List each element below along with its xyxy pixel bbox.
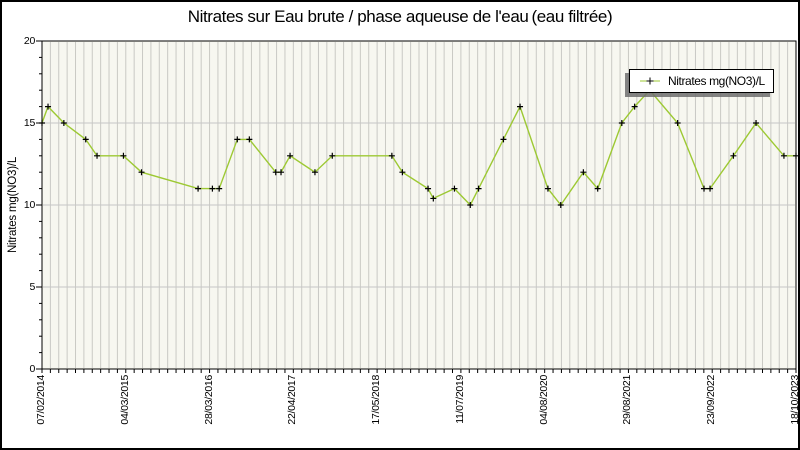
y-tick-label: 20 <box>23 34 35 47</box>
nitrates-line <box>41 89 796 207</box>
legend-line-marker-icon <box>640 77 660 85</box>
data-point-markers <box>39 87 799 208</box>
y-axis-ticks <box>36 40 42 370</box>
data-point <box>674 120 681 126</box>
data-point <box>701 185 708 192</box>
data-point <box>517 103 524 110</box>
data-point <box>475 185 482 192</box>
data-point <box>138 169 145 176</box>
data-point <box>287 152 294 159</box>
data-point <box>430 195 437 202</box>
data-point <box>329 152 336 159</box>
data-point <box>425 185 432 192</box>
x-tick-label: 11/07/2019 <box>453 375 466 424</box>
data-point <box>209 185 216 192</box>
data-point <box>594 185 601 192</box>
y-tick-label: 0 <box>29 362 35 375</box>
data-point <box>388 152 395 159</box>
x-tick-label: 29/08/2021 <box>621 375 634 425</box>
data-point <box>45 103 52 110</box>
data-point <box>60 120 67 126</box>
x-tick-label: 04/08/2020 <box>537 375 550 425</box>
data-point <box>467 202 474 208</box>
legend: Nitrates mg(NO3)/L <box>629 69 774 93</box>
data-point <box>278 169 285 176</box>
y-tick-label: 5 <box>29 280 35 293</box>
data-point <box>618 120 625 126</box>
data-point <box>580 169 587 176</box>
x-tick-label: 17/05/2018 <box>370 375 383 425</box>
data-point <box>753 120 760 126</box>
data-point <box>216 185 223 192</box>
legend-label: Nitrates mg(NO3)/L <box>668 74 765 88</box>
data-point <box>311 169 318 176</box>
x-tick-label: 18/10/2023 <box>789 375 800 425</box>
data-point <box>544 185 551 192</box>
data-point <box>39 120 45 126</box>
x-tick-label: 04/03/2015 <box>118 375 131 425</box>
data-point <box>557 202 564 208</box>
x-tick-label: 28/03/2016 <box>202 375 215 425</box>
x-tick-label: 07/02/2014 <box>35 375 47 425</box>
data-point <box>246 136 253 143</box>
data-point <box>195 185 202 192</box>
data-point <box>631 103 638 110</box>
chart-title: Nitrates sur Eau brute / phase aqueuse d… <box>187 7 613 26</box>
data-point <box>234 136 241 143</box>
y-tick-label: 10 <box>23 198 35 211</box>
data-point <box>451 185 458 192</box>
data-point <box>94 152 101 159</box>
y-tick-label: 15 <box>23 116 35 129</box>
data-point <box>272 169 279 176</box>
x-axis-ticks <box>41 369 797 373</box>
data-point <box>707 185 714 192</box>
data-point <box>780 152 787 159</box>
data-point <box>500 136 507 143</box>
data-point <box>793 152 799 159</box>
data-point <box>399 169 406 176</box>
data-point <box>730 152 737 159</box>
x-tick-label: 22/04/2017 <box>286 375 299 425</box>
horizontal-major-gridlines <box>43 122 795 288</box>
data-point <box>120 152 127 159</box>
data-point <box>82 136 89 143</box>
x-tick-label: 23/09/2022 <box>705 375 718 425</box>
